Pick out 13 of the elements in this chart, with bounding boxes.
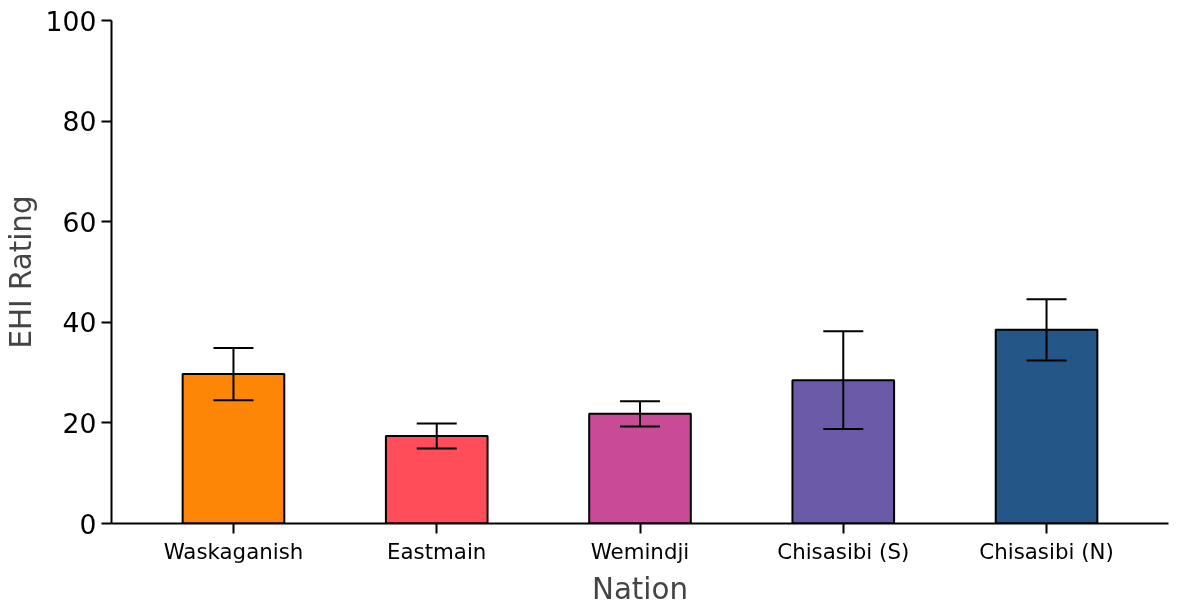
y-tick-label: 100 [45, 5, 97, 37]
y-axis-title: EHI Rating [3, 195, 38, 349]
x-tick-label: Chisasibi (S) [777, 538, 910, 564]
x-axis-title: Nation [591, 571, 689, 606]
y-tick-label: 80 [62, 106, 97, 138]
x-tick-label: Wemindji [590, 538, 690, 564]
y-tick-label: 40 [62, 307, 97, 339]
x-tick-label: Chisasibi (N) [979, 538, 1114, 564]
x-tick-label: Eastmain [387, 538, 487, 564]
y-tick-label: 60 [62, 206, 97, 238]
x-tick-label: Waskaganish [163, 538, 304, 564]
y-tick-label: 20 [62, 407, 97, 439]
y-tick-label: 0 [79, 508, 97, 540]
